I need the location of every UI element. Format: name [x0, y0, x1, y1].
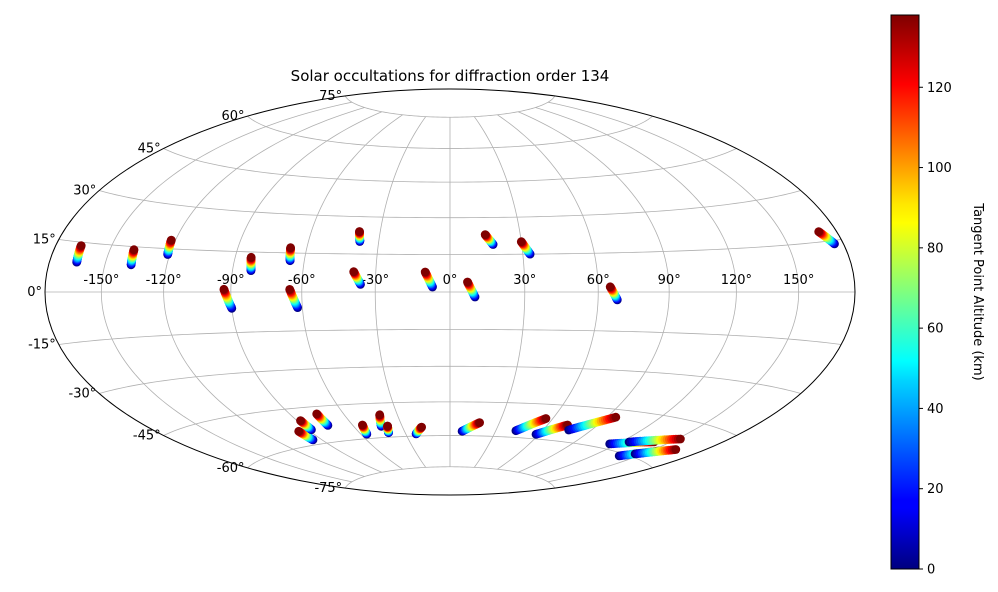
occultation-point [417, 422, 426, 432]
longitude-gridline [473, 116, 526, 468]
occultation-point [349, 267, 359, 277]
occultation-point [463, 277, 472, 287]
longitude-gridline [374, 116, 427, 468]
occultation-point [375, 410, 385, 420]
lat-tick-label: 45° [138, 141, 161, 156]
lon-tick-label: 120° [721, 273, 752, 288]
lat-tick-label: 0° [27, 285, 42, 300]
colorbar-tick-label: 120 [927, 81, 952, 96]
lat-tick-label: -15° [28, 338, 56, 353]
lon-tick-label: -90° [217, 273, 245, 288]
occultation-point [294, 426, 304, 436]
occultation-tracks [72, 227, 839, 461]
occultation-point [166, 235, 176, 245]
occultation-point [480, 230, 490, 240]
colorbar-tick-label: 40 [927, 402, 944, 417]
lon-tick-label: -120° [146, 273, 182, 288]
colorbar-tick-label: 100 [927, 161, 952, 176]
lon-tick-label: 60° [587, 273, 610, 288]
longitude-gridline [100, 101, 353, 483]
lon-tick-label: -150° [83, 273, 119, 288]
occultation-point [611, 412, 621, 422]
longitude-tick-labels: -150° -120° -90° -60° -30° 0° 30° 60° 90° 120° 150… [83, 273, 814, 288]
colorbar-tick-label: 80 [927, 241, 944, 256]
colorbar-ticks: 0 20 40 60 80 100 120 [919, 81, 952, 578]
occultation-point [676, 434, 685, 444]
graticule-grid [45, 95, 855, 489]
lat-tick-label: -45° [133, 429, 161, 444]
colorbar [890, 14, 920, 570]
colorbar-tick-label: 0 [927, 563, 935, 578]
longitude-gridline [535, 107, 737, 477]
occultation-point [814, 227, 824, 237]
occultation-point [671, 445, 681, 454]
lon-tick-label: 0° [443, 273, 458, 288]
lat-tick-label: -60° [217, 461, 245, 476]
colorbar-tick-label: 20 [927, 482, 944, 497]
occultation-point [129, 245, 139, 255]
occultation-point [420, 267, 430, 277]
lat-tick-label: -75° [314, 481, 342, 496]
occultation-point [605, 282, 615, 292]
occultation-point [475, 418, 484, 427]
occultation-point [355, 227, 364, 236]
occultation-point [286, 243, 295, 253]
lon-tick-label: -30° [361, 273, 389, 288]
lat-tick-label: -30° [69, 387, 97, 402]
occultation-point [285, 285, 295, 294]
occultation-point [76, 241, 86, 251]
colorbar-label: Tangent Point Altitude (km) [970, 202, 985, 380]
longitude-gridline [163, 107, 365, 477]
occultation-point [516, 237, 526, 247]
longitude-gridline [301, 114, 403, 470]
occultation-point [358, 420, 367, 430]
occultation-point [312, 409, 322, 419]
colorbar-tick-label: 60 [927, 322, 944, 337]
chart-title: Solar occultations for diffraction order… [291, 67, 610, 85]
lat-tick-label: 60° [221, 109, 244, 124]
occultation-point [219, 284, 229, 294]
occultation-point [246, 252, 256, 262]
lon-tick-label: 90° [658, 273, 681, 288]
lat-tick-label: 15° [33, 232, 56, 247]
lat-tick-label: 75° [319, 89, 342, 104]
map-boundary [44, 88, 856, 496]
lon-tick-label: 30° [513, 273, 536, 288]
lon-tick-label: -60° [288, 273, 316, 288]
latitude-tick-labels: 75° 60° 45° 30° 15° 0° -15° -30° -45° -60° -75° [27, 89, 342, 496]
lon-tick-label: 150° [783, 273, 814, 288]
longitude-gridline [497, 114, 599, 470]
occultation-point [541, 414, 551, 423]
lat-tick-label: 30° [73, 184, 96, 199]
occultation-point [383, 421, 392, 431]
occultation-point [296, 416, 305, 425]
